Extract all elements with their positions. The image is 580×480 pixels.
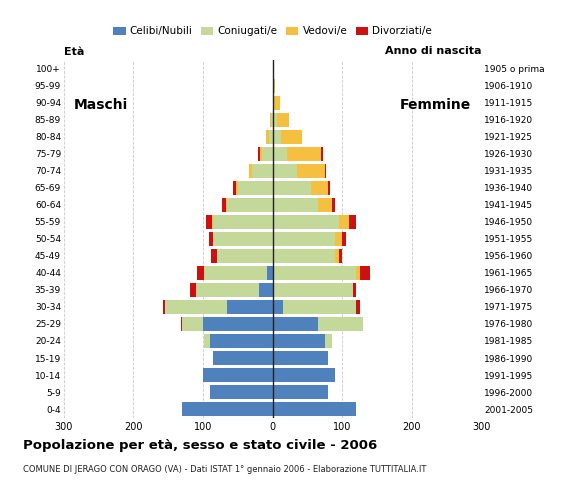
Bar bbox=[273, 385, 328, 399]
Bar bbox=[273, 402, 356, 416]
Bar bbox=[249, 164, 252, 178]
Bar bbox=[211, 249, 217, 263]
Bar bbox=[226, 198, 227, 212]
Bar bbox=[204, 266, 267, 280]
Bar bbox=[311, 181, 328, 195]
Bar bbox=[325, 164, 326, 178]
Bar bbox=[273, 215, 339, 229]
Bar bbox=[273, 232, 335, 246]
Bar bbox=[182, 317, 203, 331]
Bar bbox=[252, 164, 273, 178]
Bar bbox=[273, 96, 274, 109]
Bar bbox=[190, 283, 196, 297]
Bar bbox=[271, 113, 273, 127]
Bar bbox=[283, 300, 356, 314]
Bar bbox=[318, 198, 332, 212]
Bar bbox=[209, 232, 213, 246]
Bar bbox=[233, 181, 237, 195]
Bar bbox=[273, 266, 356, 280]
Bar bbox=[273, 249, 335, 263]
Bar bbox=[360, 266, 370, 280]
Bar bbox=[223, 198, 226, 212]
Bar bbox=[227, 300, 273, 314]
Bar bbox=[269, 130, 273, 144]
Bar bbox=[273, 113, 277, 127]
Bar bbox=[356, 266, 360, 280]
Legend: Celibi/Nubili, Coniugati/e, Vedovi/e, Divorziati/e: Celibi/Nubili, Coniugati/e, Vedovi/e, Di… bbox=[109, 22, 436, 41]
Text: Femmine: Femmine bbox=[400, 98, 471, 112]
Bar bbox=[273, 283, 353, 297]
Bar bbox=[353, 283, 356, 297]
Bar bbox=[227, 198, 273, 212]
Bar bbox=[259, 283, 273, 297]
Bar bbox=[273, 164, 297, 178]
Bar bbox=[328, 181, 329, 195]
Text: COMUNE DI JERAGO CON ORAGO (VA) - Dati ISTAT 1° gennaio 2006 - Elaborazione TUTT: COMUNE DI JERAGO CON ORAGO (VA) - Dati I… bbox=[23, 465, 426, 474]
Bar bbox=[339, 215, 349, 229]
Bar bbox=[260, 147, 262, 161]
Bar bbox=[273, 147, 287, 161]
Bar bbox=[335, 232, 342, 246]
Bar bbox=[210, 385, 273, 399]
Bar bbox=[273, 368, 335, 382]
Bar bbox=[212, 215, 213, 229]
Bar bbox=[342, 232, 346, 246]
Text: Maschi: Maschi bbox=[74, 98, 129, 112]
Bar bbox=[287, 147, 321, 161]
Bar bbox=[210, 334, 273, 348]
Bar bbox=[273, 130, 281, 144]
Bar bbox=[335, 249, 339, 263]
Bar bbox=[273, 334, 325, 348]
Bar bbox=[203, 317, 273, 331]
Bar bbox=[273, 181, 311, 195]
Bar bbox=[182, 402, 273, 416]
Bar bbox=[349, 215, 356, 229]
Bar bbox=[258, 147, 260, 161]
Bar bbox=[213, 215, 273, 229]
Bar bbox=[273, 79, 275, 93]
Bar bbox=[181, 317, 182, 331]
Bar bbox=[213, 232, 273, 246]
Bar bbox=[213, 351, 273, 365]
Bar bbox=[238, 181, 273, 195]
Bar bbox=[281, 130, 302, 144]
Bar bbox=[356, 300, 360, 314]
Text: Popolazione per età, sesso e stato civile - 2006: Popolazione per età, sesso e stato civil… bbox=[23, 439, 378, 452]
Bar bbox=[262, 147, 273, 161]
Bar bbox=[332, 198, 335, 212]
Bar bbox=[267, 266, 273, 280]
Bar bbox=[273, 198, 318, 212]
Bar bbox=[237, 181, 238, 195]
Text: Anno di nascita: Anno di nascita bbox=[385, 47, 481, 57]
Bar bbox=[266, 130, 269, 144]
Bar bbox=[273, 300, 283, 314]
Bar bbox=[339, 249, 342, 263]
Bar bbox=[203, 368, 273, 382]
Bar bbox=[204, 334, 210, 348]
Bar bbox=[297, 164, 325, 178]
Bar bbox=[196, 283, 259, 297]
Bar bbox=[274, 96, 280, 109]
Bar bbox=[164, 300, 165, 314]
Bar bbox=[165, 300, 227, 314]
Bar bbox=[270, 113, 271, 127]
Bar bbox=[197, 266, 204, 280]
Bar bbox=[321, 147, 324, 161]
Bar bbox=[217, 249, 273, 263]
Bar bbox=[273, 351, 328, 365]
Bar bbox=[273, 317, 318, 331]
Bar bbox=[325, 334, 332, 348]
Bar bbox=[277, 113, 289, 127]
Text: Età: Età bbox=[64, 47, 84, 57]
Bar bbox=[318, 317, 363, 331]
Bar bbox=[206, 215, 212, 229]
